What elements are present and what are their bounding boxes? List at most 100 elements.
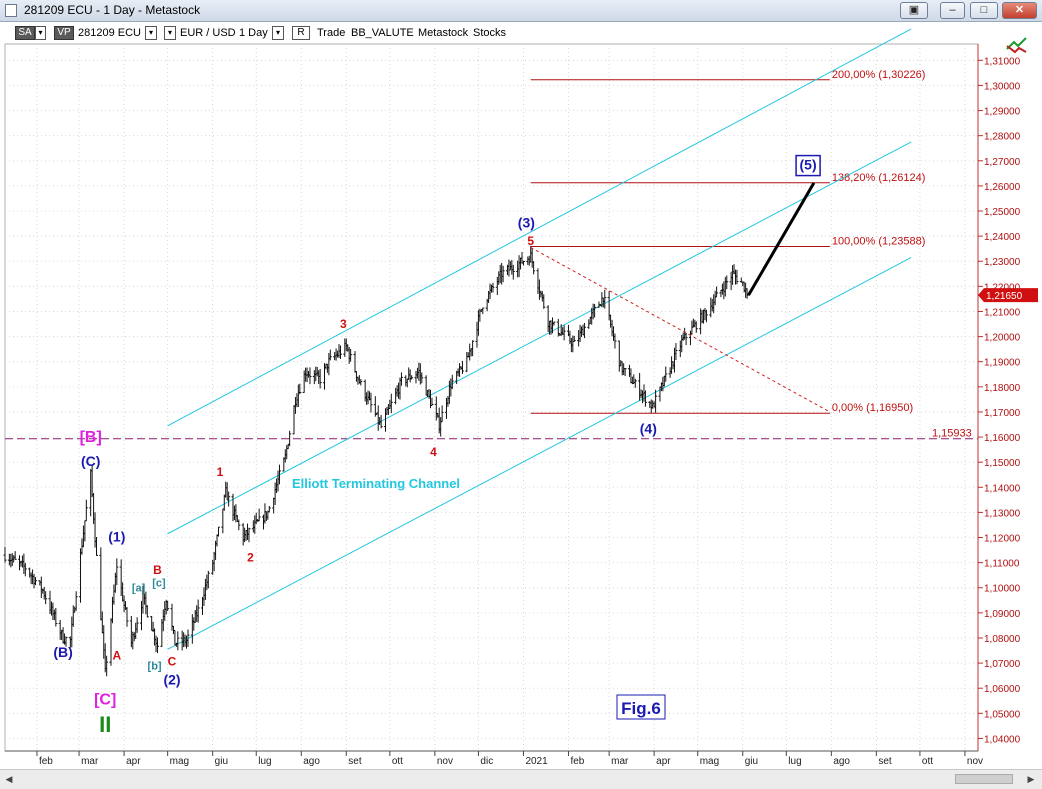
r-button[interactable]: R	[292, 26, 310, 40]
price-bar	[298, 383, 302, 395]
price-bar	[603, 289, 607, 309]
price-bar	[745, 288, 749, 299]
y-tick-label: 1,17000	[984, 408, 1021, 419]
price-bar	[33, 577, 37, 586]
wave-label: 2	[247, 550, 254, 564]
y-tick-label: 1,08000	[984, 634, 1021, 645]
price-bar	[145, 605, 149, 618]
wave-label: (4)	[640, 420, 657, 436]
wave-label-text: [b]	[148, 660, 162, 672]
price-bar	[481, 307, 485, 315]
wave-label: [C]	[94, 692, 116, 709]
price-bar	[511, 264, 515, 280]
price-bar	[288, 430, 292, 447]
trade-tool-icon[interactable]	[1006, 37, 1027, 54]
y-tick-label: 1,24000	[984, 232, 1021, 243]
wave-label-text: (C)	[81, 453, 100, 469]
wave-label-text: 3	[340, 317, 347, 331]
price-bar	[654, 389, 658, 413]
wave-label-text: 4	[430, 445, 437, 459]
wave-label-text: (4)	[640, 420, 657, 436]
wave-label: (C)	[81, 453, 100, 469]
wave-label: [c]	[152, 577, 166, 589]
y-tick-label: 1,28000	[984, 132, 1021, 143]
toolbar-item-bb-valute[interactable]: BB_VALUTE	[351, 27, 414, 39]
period-dropdown-icon[interactable]: ▾	[272, 26, 284, 40]
x-tick-label: feb	[570, 756, 584, 767]
minimize-button[interactable]: –	[940, 2, 965, 19]
wave-label: 5	[527, 234, 534, 248]
wave-label: (3)	[518, 214, 535, 230]
price-bar	[186, 629, 190, 647]
y-tick-label: 1,11000	[984, 559, 1020, 570]
price-bar	[399, 372, 403, 386]
symbol-dropdown-icon[interactable]: ▾	[145, 26, 157, 40]
price-bar	[674, 343, 678, 361]
last-price-label: 1,21650	[986, 291, 1023, 302]
maximize-button[interactable]: □	[970, 2, 998, 19]
price-bar	[99, 547, 103, 621]
wave-label-text: (3)	[518, 214, 535, 230]
x-tick-label: ott	[922, 756, 933, 767]
price-bar	[23, 563, 27, 577]
price-chart[interactable]: 200,00% (1,30226) 138,20% (1,26124) 100,00…	[0, 0, 1042, 769]
sa-button[interactable]: SA	[15, 26, 35, 40]
price-bar	[54, 607, 58, 627]
price-bars	[3, 245, 749, 677]
price-bar	[521, 260, 525, 266]
price-bar	[196, 599, 200, 623]
price-bar	[349, 348, 353, 362]
x-tick-label: set	[348, 756, 362, 767]
restore-layout-button[interactable]: ▣	[900, 2, 928, 19]
sa-dropdown-icon[interactable]: ▾	[35, 26, 46, 40]
pair-label: EUR / USD	[180, 27, 236, 39]
y-tick-label: 1,05000	[984, 709, 1021, 720]
toolbar-item-stocks[interactable]: Stocks	[473, 27, 507, 39]
wave-label: (5)	[795, 154, 821, 177]
wave-labels: [B] (C) (B) [C] II (1) A [a] B[c] [b] C (2) 1 2 3 4 (3) 5…	[53, 154, 821, 737]
wave-label-box	[795, 154, 821, 177]
horizontal-scrollbar[interactable]: ◀ ▶	[0, 769, 1042, 789]
x-tick-label: ago	[833, 756, 850, 767]
wave-label: (1)	[108, 528, 125, 544]
wave-label: 1	[217, 465, 224, 479]
price-bar	[725, 275, 729, 290]
wave-trendline	[530, 246, 831, 413]
wave-label-text: (5)	[800, 157, 817, 173]
figure-label-box	[616, 694, 666, 720]
toolbar-item-metastock[interactable]: Metastock	[418, 27, 469, 39]
y-tick-label: 1,31000	[984, 56, 1021, 67]
y-tick-label: 1,20000	[984, 333, 1021, 344]
price-bar	[359, 378, 363, 386]
channel-line	[167, 141, 912, 535]
price-bar	[379, 414, 383, 429]
price-bar	[328, 349, 332, 361]
scrollbar-thumb[interactable]	[955, 774, 1013, 784]
close-button[interactable]: ✕	[1002, 2, 1037, 19]
wave-label: [b]	[148, 660, 162, 672]
elliott-channel: Elliott Terminating Channel	[167, 28, 912, 650]
price-bar	[115, 558, 119, 586]
price-bar	[623, 368, 627, 377]
price-bar	[704, 309, 708, 323]
y-tick-label: 1,13000	[984, 508, 1021, 519]
wave-label: [B]	[80, 429, 102, 446]
vp-button[interactable]: VP	[54, 26, 74, 40]
x-tick-label: feb	[39, 756, 53, 767]
price-bar	[155, 637, 159, 654]
pair-dropdown-icon[interactable]: ▾	[164, 26, 176, 40]
wave-label-text: (2)	[163, 671, 180, 687]
time-axis: feb mar apr mag giu lug ago set ott nov dic 2021 feb…	[5, 750, 983, 767]
support-level-label: 1,15933	[932, 428, 972, 440]
toolbar-item-trade[interactable]: Trade	[317, 27, 346, 39]
scroll-left-icon[interactable]: ◀	[5, 774, 13, 784]
y-tick-label: 1,29000	[984, 107, 1021, 118]
price-bar	[318, 368, 322, 389]
scroll-right-icon[interactable]: ▶	[1027, 774, 1035, 784]
x-tick-label: mar	[81, 756, 99, 767]
y-tick-label: 1,15000	[984, 458, 1021, 469]
price-bar	[542, 294, 546, 309]
price-bar	[643, 390, 647, 407]
wave-label-text: [C]	[94, 692, 116, 709]
price-bar	[277, 464, 281, 485]
